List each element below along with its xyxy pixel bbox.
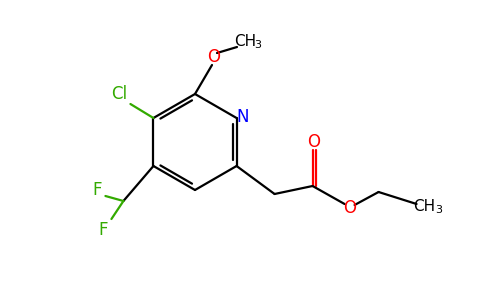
Text: N: N — [236, 108, 249, 126]
Text: CH: CH — [413, 199, 436, 214]
Text: O: O — [343, 199, 356, 217]
Text: O: O — [307, 133, 320, 151]
Text: CH: CH — [234, 34, 256, 49]
Text: 3: 3 — [435, 205, 442, 215]
Text: 3: 3 — [255, 40, 261, 50]
Text: Cl: Cl — [111, 85, 127, 103]
Text: F: F — [92, 181, 102, 199]
Text: F: F — [99, 221, 108, 239]
Text: O: O — [208, 48, 221, 66]
